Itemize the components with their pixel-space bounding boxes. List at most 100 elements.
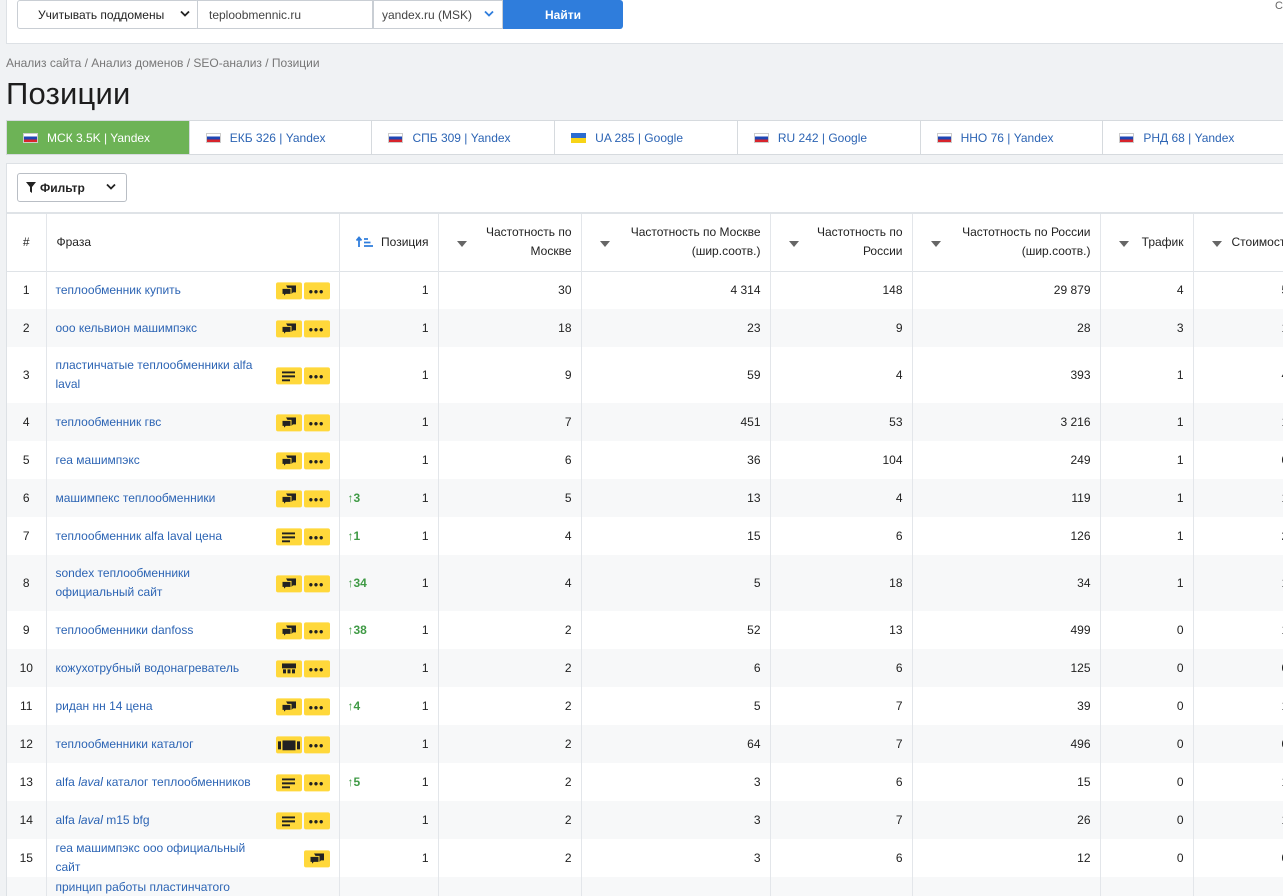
lines-icon[interactable] xyxy=(275,367,302,385)
tab-spb[interactable]: СПБ 309 | Yandex xyxy=(372,121,556,154)
more-icon[interactable]: ••• xyxy=(303,528,330,546)
tab-label: RU 242 | Google xyxy=(777,130,868,145)
tab-msk[interactable]: МСК 3.5K | Yandex xyxy=(7,121,190,154)
cost-cell: 1. xyxy=(1193,763,1283,801)
table-row: 13 alfa laval каталог теплообменников ••• ↑… xyxy=(7,763,1283,801)
russia-flag-icon xyxy=(388,132,404,143)
store-icon[interactable] xyxy=(275,660,302,678)
chat-icon[interactable] xyxy=(275,414,302,432)
search-engine-select[interactable]: yandex.ru (MSK) xyxy=(373,0,503,29)
col-freq-ru[interactable]: Частотность по России xyxy=(770,213,913,271)
phrase-link[interactable]: геа машимпэкс xyxy=(56,451,268,470)
lines-icon[interactable] xyxy=(275,812,302,830)
gallery-icon[interactable] xyxy=(275,736,302,754)
chat-icon[interactable] xyxy=(275,282,302,300)
phrase-link[interactable]: ооо кельвион машимпэкс xyxy=(56,319,268,338)
tab-nno[interactable]: ННО 76 | Yandex xyxy=(921,121,1104,154)
position-value: 1 xyxy=(421,775,429,789)
sort-down-icon xyxy=(788,241,799,247)
position-value: 1 xyxy=(421,851,429,865)
phrase-link[interactable]: sondex теплообменники официальный сайт xyxy=(56,564,268,602)
phrase-link[interactable]: принцип работы пластинчатого xyxy=(56,878,268,896)
cost-cell xyxy=(1193,877,1283,896)
tab-rnd[interactable]: РНД 68 | Yandex xyxy=(1103,121,1283,154)
more-icon[interactable]: ••• xyxy=(303,774,330,792)
phrase-cell: теплообменники danfoss ••• xyxy=(46,611,340,649)
col-freq-msk-broad[interactable]: Частотность по Москве (шир.соотв.) xyxy=(581,213,771,271)
tab-ekb[interactable]: ЕКБ 326 | Yandex xyxy=(190,121,373,154)
tab-label: ЕКБ 326 | Yandex xyxy=(229,130,326,145)
phrase-link[interactable]: теплообменники каталог xyxy=(56,735,268,754)
find-button[interactable]: Найти xyxy=(503,0,623,29)
col-cost[interactable]: Стоимост xyxy=(1193,213,1283,271)
phrase-link[interactable]: alfa laval каталог теплообменников xyxy=(56,773,268,792)
col-freq-msk[interactable]: Частотность по Москве xyxy=(438,213,582,271)
cost-cell: 1. xyxy=(1193,479,1283,517)
position-value: 1 xyxy=(421,529,429,543)
col-freq-ru-broad[interactable]: Частотность по России (шир.соотв.) xyxy=(912,213,1101,271)
freq-ru-cell: 6 xyxy=(770,839,913,877)
traffic-cell: 1 xyxy=(1100,441,1194,479)
chat-icon[interactable] xyxy=(303,850,330,868)
more-icon[interactable]: ••• xyxy=(303,282,330,300)
phrase-link[interactable]: теплообменник гвс xyxy=(56,413,268,432)
phrase-link[interactable]: теплообменник alfa laval цена xyxy=(56,527,268,546)
more-icon[interactable]: ••• xyxy=(303,736,330,754)
freq-msk-cell: 2 xyxy=(438,725,582,763)
chat-icon[interactable] xyxy=(275,575,302,593)
tab-label: СПБ 309 | Yandex xyxy=(412,130,511,145)
freq-msk-cell: 9 xyxy=(438,347,582,403)
breadcrumb[interactable]: Анализ сайта / Анализ доменов / SEO-анал… xyxy=(6,56,320,70)
more-icon[interactable]: ••• xyxy=(303,575,330,593)
phrase-link[interactable]: ридан нн 14 цена xyxy=(56,697,268,716)
cost-cell: 0. xyxy=(1193,839,1283,877)
phrase-cell: теплообменник гвс ••• xyxy=(46,403,340,441)
more-icon[interactable]: ••• xyxy=(303,660,330,678)
more-icon[interactable]: ••• xyxy=(303,320,330,338)
phrase-link[interactable]: теплообменники danfoss xyxy=(56,621,268,640)
phrase-text: машимпекс теплообменники xyxy=(55,490,216,505)
phrase-text: теплообменник купить xyxy=(55,282,181,297)
position-cell: 1 xyxy=(339,649,439,687)
phrase-cell: теплообменники каталог ••• xyxy=(46,725,340,763)
col-position[interactable]: Позиция xyxy=(339,213,439,271)
tab-label: UA 285 | Google xyxy=(595,130,683,145)
sort-down-icon xyxy=(599,241,610,247)
phrase-link[interactable]: кожухотрубный водонагреватель xyxy=(56,659,268,678)
traffic-cell: 0 xyxy=(1100,839,1194,877)
more-icon[interactable]: ••• xyxy=(303,490,330,508)
lines-icon[interactable] xyxy=(275,774,302,792)
table-row: 8 sondex теплообменники официальный сайт •… xyxy=(7,555,1283,611)
more-icon[interactable]: ••• xyxy=(303,452,330,470)
freq-ru-cell xyxy=(770,877,913,896)
chat-icon[interactable] xyxy=(275,490,302,508)
row-number: 14 xyxy=(7,801,47,839)
freq-ru-broad-cell: 499 xyxy=(912,611,1101,649)
freq-msk-broad-cell: 3 xyxy=(581,801,771,839)
col-traffic[interactable]: Трафик xyxy=(1100,213,1194,271)
position-cell: ↑5 1 xyxy=(339,763,439,801)
tab-ua[interactable]: UA 285 | Google xyxy=(555,121,738,154)
chat-icon[interactable] xyxy=(275,452,302,470)
phrase-text: принцип работы пластинчатого xyxy=(55,879,230,894)
col-phrase[interactable]: Фраза xyxy=(46,213,340,271)
chat-icon[interactable] xyxy=(275,622,302,640)
phrase-link[interactable]: геа машимпэкс ооо официальный сайт xyxy=(56,839,268,877)
more-icon[interactable]: ••• xyxy=(303,367,330,385)
phrase-link[interactable]: теплообменник купить xyxy=(56,281,268,300)
domain-input[interactable]: teploobmennic.ru xyxy=(197,0,373,29)
chat-icon[interactable] xyxy=(275,698,302,716)
lines-icon[interactable] xyxy=(275,528,302,546)
subdomain-select[interactable]: Учитывать поддомены xyxy=(17,0,199,29)
more-icon[interactable]: ••• xyxy=(303,698,330,716)
phrase-text: пластинчатые теплообменники alfa laval xyxy=(55,358,253,391)
phrase-link[interactable]: пластинчатые теплообменники alfa laval xyxy=(56,356,268,394)
chat-icon[interactable] xyxy=(275,320,302,338)
phrase-link[interactable]: машимпекс теплообменники xyxy=(56,489,268,508)
tab-ru-google[interactable]: RU 242 | Google xyxy=(738,121,921,154)
more-icon[interactable]: ••• xyxy=(303,414,330,432)
more-icon[interactable]: ••• xyxy=(303,812,330,830)
filter-button[interactable]: Фильтр xyxy=(17,173,127,202)
more-icon[interactable]: ••• xyxy=(303,622,330,640)
phrase-link[interactable]: alfa laval m15 bfg xyxy=(56,811,268,830)
